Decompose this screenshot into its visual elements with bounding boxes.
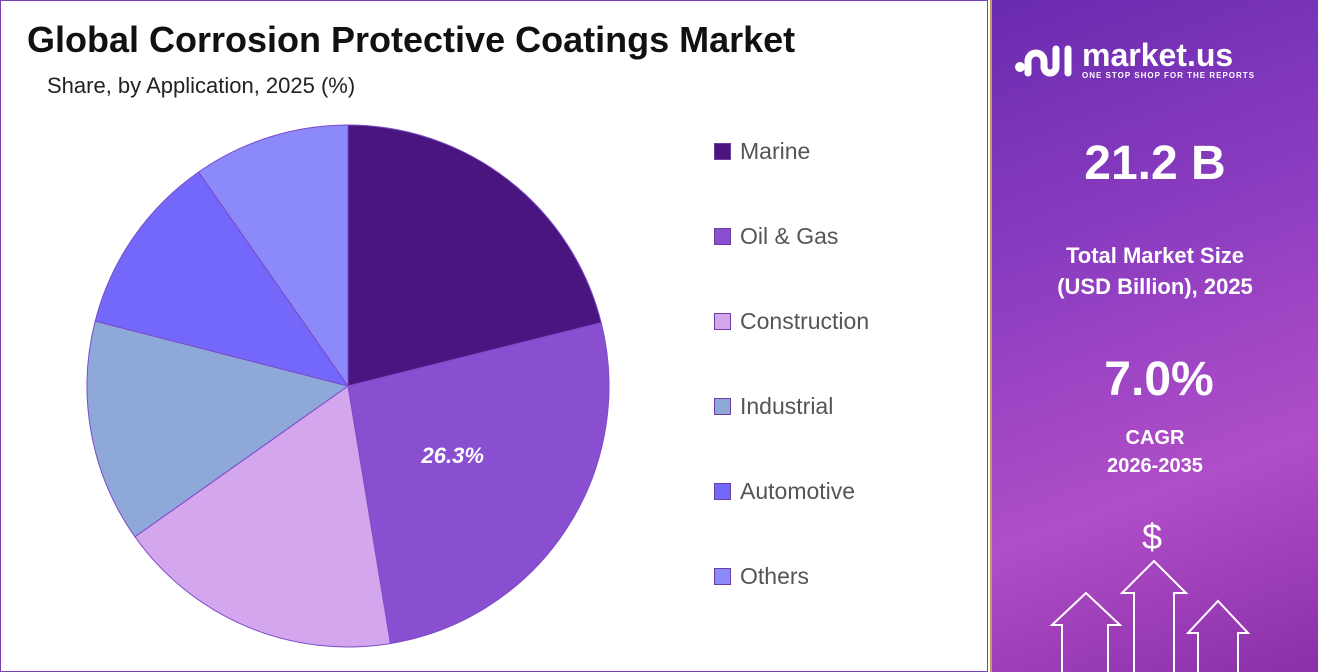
dollar-icon: $ — [1142, 516, 1163, 557]
legend-label: Marine — [740, 138, 811, 164]
pie-slice-marine — [347, 124, 602, 387]
brand-tagline: ONE STOP SHOP FOR THE REPORTS — [1082, 71, 1256, 80]
legend-swatch — [714, 313, 731, 330]
pie-slice-automotive — [94, 171, 350, 387]
cagr-label-line2: 2026-2035 — [1107, 455, 1203, 477]
chart-title: Global Corrosion Protective Coatings Mar… — [27, 19, 796, 60]
legend-swatch — [714, 568, 731, 585]
legend-swatch — [714, 228, 731, 245]
cagr-value: 7.0% — [1104, 353, 1214, 406]
legend-item: Construction — [714, 308, 869, 335]
pie-slice-industrial — [86, 320, 350, 538]
legend-item: Automotive — [714, 478, 855, 505]
legend-label: Oil & Gas — [740, 223, 839, 249]
legend-item: Others — [714, 563, 809, 590]
growth-arrows-icon — [1049, 559, 1251, 672]
market-size-label: Total Market Size (USD Billion), 2025 — [992, 240, 1318, 302]
legend-swatch — [714, 398, 731, 415]
data-label: 26.3% — [421, 443, 484, 468]
legend-item: Industrial — [714, 393, 833, 420]
legend-swatch — [714, 483, 731, 500]
brand-name: market.us — [1082, 37, 1234, 73]
market-size-value: 21.2 B — [1084, 137, 1226, 190]
pie-slice-construction — [134, 385, 392, 648]
chart-panel: Global Corrosion Protective Coatings Mar… — [0, 0, 988, 672]
market-size-label-line1: Total Market Size — [1065, 243, 1245, 268]
pie-slice-oil-gas — [347, 322, 610, 645]
brand-logo: market.us ONE STOP SHOP FOR THE REPORTS — [1014, 37, 1256, 82]
legend-item: Marine — [714, 138, 810, 165]
legend-label: Automotive — [740, 478, 856, 504]
legend-label: Industrial — [740, 393, 834, 419]
market-us-logo-icon — [1015, 45, 1072, 77]
stats-panel: market.us ONE STOP SHOP FOR THE REPORTS … — [990, 0, 1318, 672]
pie-slice-others — [197, 124, 349, 388]
market-size-label-line2: (USD Billion), 2025 — [1057, 274, 1253, 299]
legend-swatch — [714, 143, 731, 160]
legend-label: Others — [740, 563, 810, 589]
pie-chart: 26.3% — [86, 124, 610, 648]
cagr-label: CAGR 2026-2035 — [992, 424, 1318, 480]
legend-item: Oil & Gas — [714, 223, 838, 250]
cagr-label-line1: CAGR — [1125, 427, 1185, 449]
legend-label: Construction — [740, 308, 870, 334]
chart-subtitle: Share, by Application, 2025 (%) — [47, 73, 356, 98]
